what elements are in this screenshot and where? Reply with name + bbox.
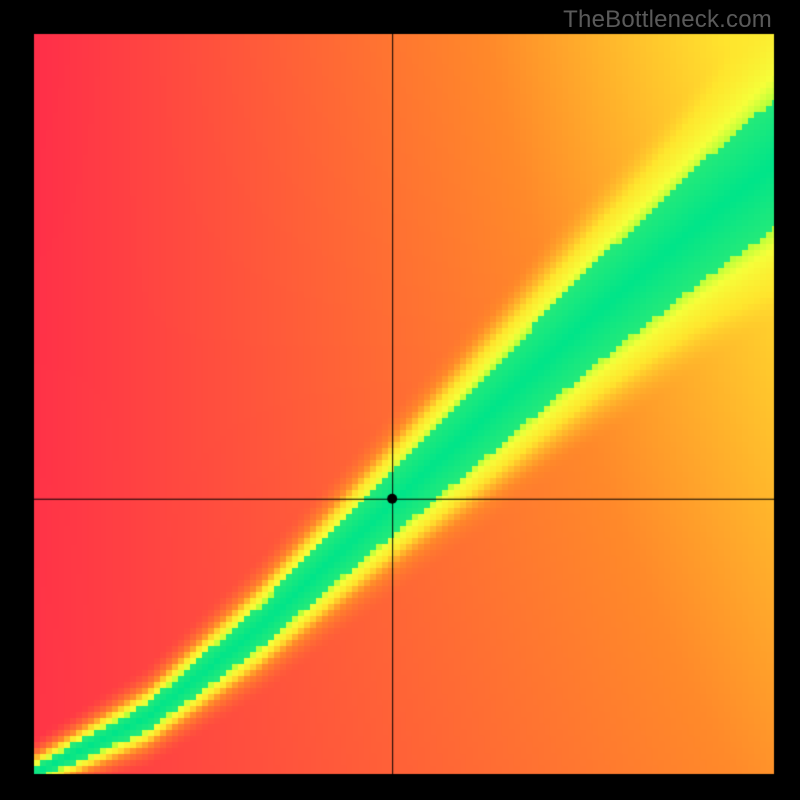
bottleneck-heatmap-canvas bbox=[0, 0, 800, 800]
chart-container: TheBottleneck.com bbox=[0, 0, 800, 800]
watermark-label: TheBottleneck.com bbox=[563, 6, 772, 34]
